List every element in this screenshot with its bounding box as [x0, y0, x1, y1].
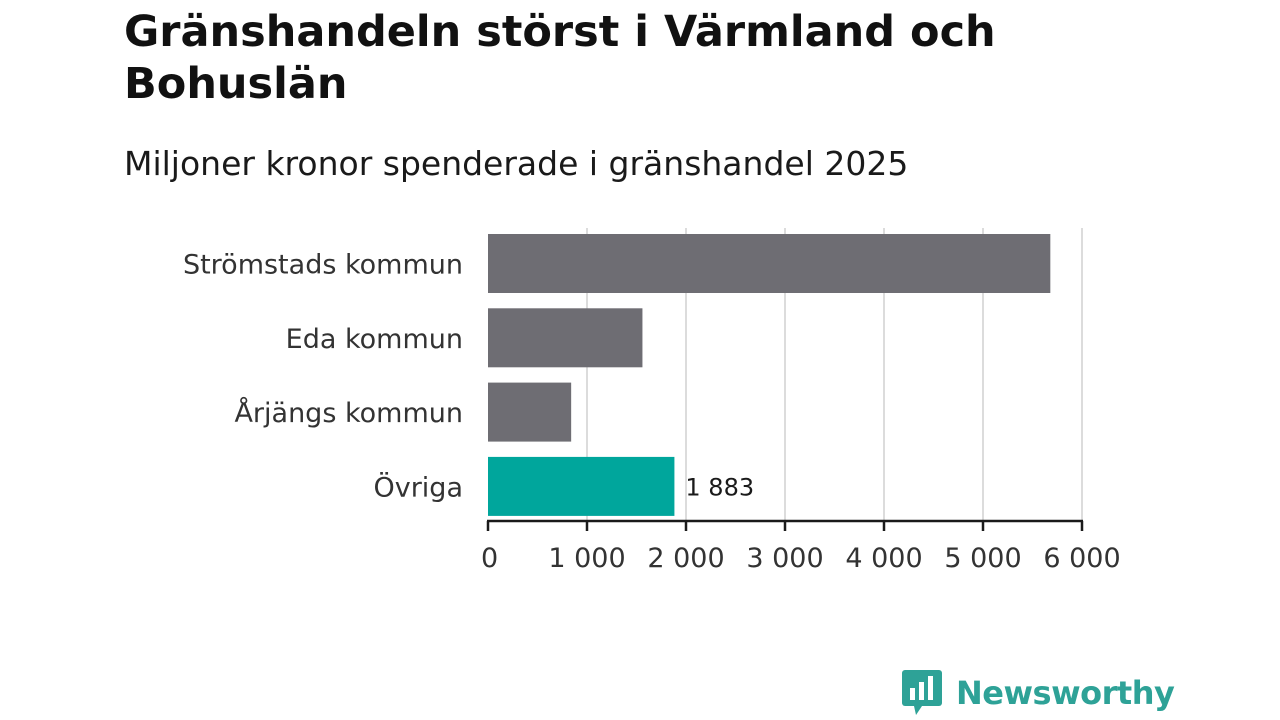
- bar-3: [488, 456, 675, 516]
- x-tick-label: 0: [481, 543, 498, 574]
- logo-text: Newsworthy: [956, 674, 1175, 712]
- x-axis: 0 1 000 2 000 3 000 4 000 5 000 6 000: [481, 519, 1121, 574]
- x-tick-label: 4 000: [845, 543, 922, 574]
- category-label: Övriga: [373, 471, 463, 503]
- category-label: Årjängs kommun: [234, 397, 463, 429]
- chart-subtitle: Miljoner kronor spenderade i gränshandel…: [124, 144, 909, 183]
- category-label: Strömstads kommun: [183, 250, 463, 281]
- bar-1: [488, 308, 643, 368]
- x-tick-label: 5 000: [944, 543, 1021, 574]
- category-label: Eda kommun: [286, 324, 463, 355]
- bar-chart: Strömstads kommun Eda kommun Årjängs kommu…: [183, 228, 1121, 574]
- bars: [488, 234, 1051, 516]
- x-tick-label: 3 000: [746, 543, 823, 574]
- data-label: 1 883: [685, 473, 754, 501]
- x-tick-label: 1 000: [548, 543, 625, 574]
- bar-chart-speech-bubble-icon: [902, 670, 942, 715]
- bar-2: [488, 382, 572, 442]
- x-tick-label: 6 000: [1043, 543, 1120, 574]
- newsworthy-logo: Newsworthy: [902, 670, 1175, 716]
- category-labels: Strömstads kommun Eda kommun Årjängs kommu…: [183, 250, 463, 504]
- chart-title: Gränshandeln störst i Värmland och Bohus…: [124, 7, 996, 109]
- x-tick-label: 2 000: [647, 543, 724, 574]
- bar-0: [488, 234, 1051, 293]
- data-labels: 1 883: [685, 473, 754, 501]
